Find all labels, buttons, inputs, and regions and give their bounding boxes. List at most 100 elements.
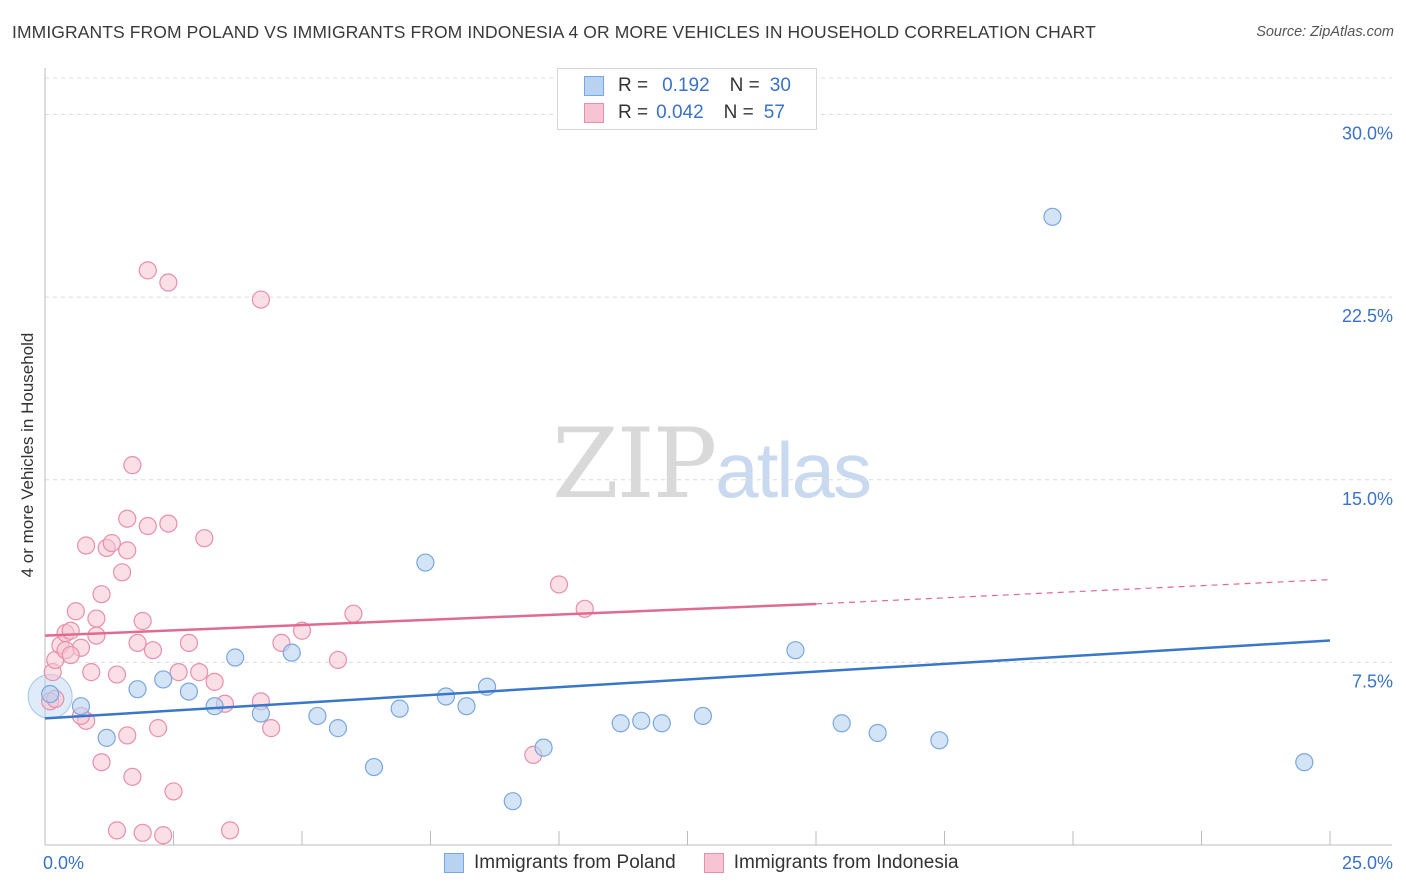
data-point-indonesia bbox=[107, 821, 127, 840]
series-legend-label-poland: Immigrants from Poland bbox=[474, 852, 676, 873]
data-point-poland bbox=[226, 648, 245, 667]
data-point-poland bbox=[282, 643, 301, 662]
data-point-indonesia bbox=[61, 645, 80, 665]
data-point-indonesia bbox=[118, 541, 137, 560]
trend-line-indonesia-extension bbox=[815, 578, 1331, 605]
data-point-indonesia bbox=[220, 821, 240, 840]
data-point-indonesia bbox=[77, 536, 96, 555]
series-legend-item-indonesia: Immigrants from Indonesia bbox=[703, 852, 959, 874]
data-point-indonesia bbox=[159, 273, 178, 292]
data-point-poland bbox=[786, 641, 805, 660]
series-legend-swatch-poland bbox=[444, 853, 464, 873]
data-point-indonesia bbox=[262, 719, 281, 738]
data-point-poland bbox=[868, 723, 887, 743]
series-legend-swatch-indonesia bbox=[703, 853, 724, 873]
data-point-poland bbox=[364, 757, 384, 777]
data-point-poland bbox=[930, 731, 949, 750]
data-point-poland bbox=[534, 738, 553, 757]
data-point-indonesia bbox=[123, 456, 142, 475]
data-point-indonesia bbox=[179, 633, 199, 653]
data-point-poland bbox=[503, 792, 522, 811]
data-point-poland bbox=[390, 699, 409, 718]
trend-line-poland bbox=[44, 639, 1331, 720]
data-point-poland bbox=[1043, 207, 1062, 226]
legend-r-label: R = bbox=[618, 75, 649, 96]
data-point-indonesia bbox=[251, 290, 270, 309]
series-legend: Immigrants from Poland Immigrants from I… bbox=[444, 852, 987, 874]
data-point-poland bbox=[308, 706, 327, 726]
data-point-poland bbox=[97, 728, 116, 747]
data-point-poland bbox=[416, 553, 435, 572]
data-point-poland bbox=[328, 719, 348, 738]
data-point-poland bbox=[251, 704, 270, 723]
data-point-poland bbox=[128, 680, 147, 699]
data-point-indonesia bbox=[148, 719, 168, 738]
data-point-indonesia bbox=[549, 575, 569, 594]
y-tick-label: 7.5% bbox=[1352, 671, 1393, 691]
legend-n-value: 30 bbox=[769, 75, 791, 96]
legend-row-poland: R = 0.192 N = 30 bbox=[584, 74, 791, 98]
data-point-indonesia bbox=[128, 633, 147, 653]
data-point-indonesia bbox=[328, 650, 348, 670]
watermark-zip: ZIP bbox=[552, 408, 717, 520]
y-tick-label: 30.0% bbox=[1342, 124, 1393, 144]
data-point-poland bbox=[179, 682, 199, 701]
data-point-indonesia bbox=[123, 767, 142, 786]
legend-n-value: 57 bbox=[763, 102, 785, 123]
data-point-indonesia bbox=[92, 585, 111, 604]
data-point-indonesia bbox=[66, 602, 85, 621]
chart-title: IMMIGRANTS FROM POLAND VS IMMIGRANTS FRO… bbox=[12, 22, 1096, 42]
legend-r-label: R = bbox=[618, 102, 649, 123]
data-point-indonesia bbox=[205, 672, 224, 691]
data-point-poland bbox=[154, 670, 173, 689]
data-point-indonesia bbox=[61, 621, 80, 640]
data-point-poland bbox=[71, 697, 91, 716]
legend-swatch-poland bbox=[584, 76, 604, 96]
data-point-indonesia bbox=[133, 823, 152, 842]
data-point-indonesia bbox=[82, 663, 101, 682]
data-point-poland bbox=[652, 714, 671, 733]
data-point-indonesia bbox=[118, 509, 137, 528]
data-point-indonesia bbox=[102, 533, 121, 553]
data-point-indonesia bbox=[87, 626, 106, 645]
data-point-indonesia bbox=[138, 516, 157, 536]
watermark-atlas: atlas bbox=[715, 426, 872, 514]
data-point-indonesia bbox=[195, 529, 214, 548]
legend-r-value: 0.192 bbox=[662, 75, 710, 96]
y-tick-label: 15.0% bbox=[1342, 489, 1393, 509]
data-point-indonesia bbox=[169, 663, 188, 682]
correlation-legend: R = 0.192 N = 30 R = 0.042 N = 57 bbox=[557, 68, 817, 130]
data-point-indonesia bbox=[344, 604, 363, 623]
legend-swatch-indonesia bbox=[584, 103, 604, 123]
data-point-indonesia bbox=[154, 826, 173, 845]
data-point-indonesia bbox=[92, 753, 111, 772]
data-point-poland bbox=[1295, 753, 1314, 772]
data-point-poland bbox=[832, 714, 851, 733]
trend-line-indonesia bbox=[44, 602, 817, 637]
data-point-indonesia bbox=[112, 563, 132, 582]
data-point-poland bbox=[457, 697, 476, 716]
data-point-indonesia bbox=[143, 641, 163, 660]
data-point-indonesia bbox=[292, 621, 312, 640]
x-tick-label: 0.0% bbox=[43, 853, 84, 873]
legend-n-label: N = bbox=[723, 102, 754, 123]
y-tick-label: 22.5% bbox=[1342, 306, 1393, 326]
data-point-poland bbox=[436, 687, 456, 706]
legend-r-value: 0.042 bbox=[656, 102, 704, 123]
data-point-poland bbox=[632, 711, 651, 730]
data-point-poland bbox=[41, 684, 60, 704]
data-point-poland bbox=[693, 706, 713, 726]
watermark: ZIPatlas bbox=[552, 408, 872, 520]
source-credit: Source: ZipAtlas.com bbox=[1256, 24, 1394, 40]
data-point-indonesia bbox=[133, 611, 152, 631]
data-point-indonesia bbox=[164, 782, 183, 801]
legend-n-label: N = bbox=[729, 75, 760, 96]
data-point-indonesia bbox=[118, 726, 137, 745]
data-point-indonesia bbox=[190, 663, 209, 682]
y-axis-title: 4 or more Vehicles in Household bbox=[18, 332, 37, 578]
x-tick-label: 25.0% bbox=[1342, 853, 1393, 873]
data-point-indonesia bbox=[159, 514, 178, 533]
series-legend-label-indonesia: Immigrants from Indonesia bbox=[733, 852, 959, 873]
series-legend-item-poland: Immigrants from Poland bbox=[444, 852, 676, 874]
